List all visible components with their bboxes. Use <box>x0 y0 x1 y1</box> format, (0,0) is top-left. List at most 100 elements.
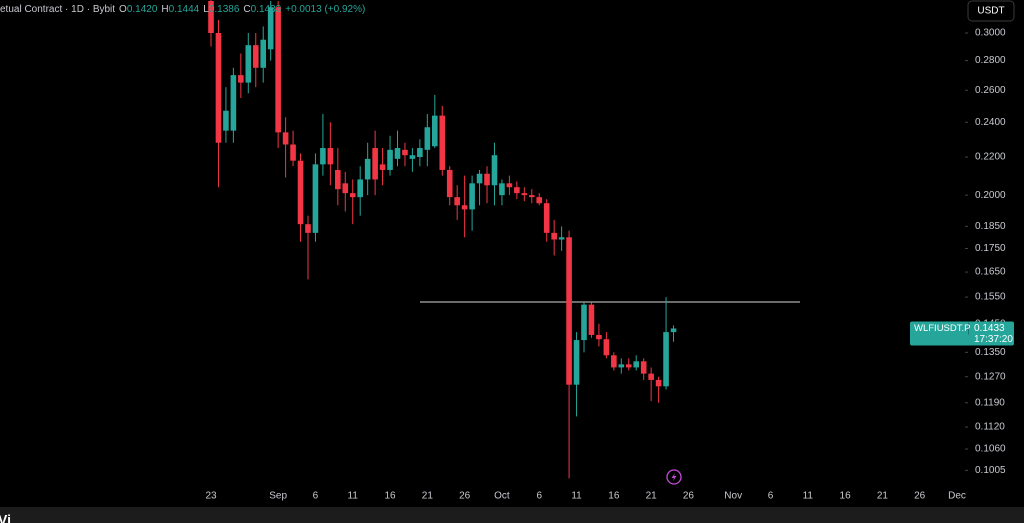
x-tick-label: 26 <box>683 491 695 502</box>
candle-body <box>342 183 349 194</box>
x-tick-label: Nov <box>724 491 742 502</box>
plot-area <box>208 0 800 479</box>
currency-label[interactable]: USDT <box>977 6 1004 17</box>
candle-body <box>357 179 363 198</box>
x-tick-label: 21 <box>877 491 889 502</box>
x-tick-label: 6 <box>536 491 542 502</box>
candle-body <box>521 193 528 196</box>
candle-body <box>581 304 587 341</box>
price-tag-divider <box>968 322 969 335</box>
candle-body <box>290 144 296 161</box>
candle-body <box>476 173 483 184</box>
candle-body <box>543 203 550 233</box>
candle-body <box>663 332 669 387</box>
candle-body <box>312 164 319 233</box>
candle-body <box>551 232 557 240</box>
y-tick-label: 0.1550 <box>975 292 1006 303</box>
currency-button[interactable] <box>967 0 1015 22</box>
header-close: 0.1433 <box>251 4 282 15</box>
symbol-label: WLFIUSDT.P <box>914 323 970 334</box>
y-tick-label: 0.2400 <box>975 117 1006 128</box>
candle-body <box>208 0 214 33</box>
candle-body <box>484 173 490 186</box>
candle-body <box>588 304 595 335</box>
candle-body <box>379 164 386 170</box>
price-tag <box>910 321 1014 346</box>
x-tick-label: 11 <box>803 491 814 502</box>
candle-body <box>528 195 535 198</box>
candle-body <box>655 379 662 387</box>
candle-body <box>536 197 543 204</box>
footer-text: Vi <box>0 512 11 523</box>
y-tick-label: 0.2600 <box>975 85 1006 96</box>
candle-body <box>633 361 640 368</box>
candle-body <box>648 373 654 380</box>
candle-body <box>596 334 602 340</box>
y-tick-label: 0.1850 <box>975 221 1006 232</box>
x-tick-label: Dec <box>948 491 966 502</box>
candle-body <box>514 187 520 194</box>
header-high-label: H <box>161 4 168 15</box>
x-tick-label: 26 <box>914 491 926 502</box>
candle-body <box>349 193 356 198</box>
candle-body <box>469 183 475 210</box>
x-tick-label: 16 <box>384 491 396 502</box>
candle-body <box>454 197 460 206</box>
last-price-label: 0.1433 <box>974 323 1005 334</box>
header: etual Contract · 1D · Bybit O0.1420 H0.144… <box>0 4 365 15</box>
header-open: 0.1420 <box>127 4 158 15</box>
x-tick-label: 16 <box>608 491 620 502</box>
candle-body <box>670 328 677 333</box>
x-tick-label: 21 <box>422 491 434 502</box>
candle-body <box>432 115 438 147</box>
header-open-label: O <box>119 4 127 15</box>
candle-body <box>506 183 513 188</box>
candle-body <box>327 148 334 165</box>
candle-body <box>275 7 281 133</box>
x-tick-label: 6 <box>768 491 774 502</box>
header-symbol: etual Contract · 1D · Bybit <box>0 4 115 15</box>
candle-body <box>640 361 647 374</box>
candle-body <box>558 237 565 240</box>
y-tick-label: 0.3000 <box>975 28 1006 39</box>
y-tick-label: 0.1120 <box>975 422 1005 433</box>
candle-body <box>238 75 244 83</box>
header-low-label: L <box>203 4 209 15</box>
y-tick-label: 0.1190 <box>975 397 1005 408</box>
candle-body <box>499 183 505 196</box>
candle-body <box>252 45 259 68</box>
candle-body <box>461 205 468 210</box>
x-tick-label: 16 <box>840 491 852 502</box>
candle-body <box>372 148 378 180</box>
y-tick-label: 0.1650 <box>975 267 1006 278</box>
candle-body <box>439 115 446 170</box>
event-icon[interactable] <box>666 469 682 485</box>
candle-body <box>260 39 267 68</box>
candle-body <box>267 7 274 50</box>
y-tick-label: 0.1270 <box>975 371 1006 382</box>
y-tick-label: 0.1750 <box>975 243 1006 254</box>
y-tick-label: 0.2800 <box>975 55 1006 66</box>
candle-body <box>297 160 304 225</box>
x-tick-label: 6 <box>313 491 319 502</box>
candle-body <box>618 364 625 368</box>
y-tick-label: 0.1060 <box>975 444 1006 455</box>
y-tick-label: 0.1005 <box>975 465 1006 476</box>
overlay: 0.3000 0.2800 0.2600 0.2400 0.2200 0.2000 0.18… <box>205 28 1014 502</box>
candle-body <box>491 155 498 186</box>
header-low: 0.1386 <box>209 4 240 15</box>
candle-body <box>409 155 416 159</box>
candle-body <box>417 148 423 158</box>
x-tick-label: 26 <box>459 491 471 502</box>
x-tick-label: 11 <box>571 491 582 502</box>
candle-body <box>364 158 371 180</box>
x-tick-label: Oct <box>494 491 510 502</box>
y-tick-label: 0.2200 <box>975 152 1006 163</box>
candle-body <box>566 237 572 385</box>
header-change: +0.0013 (+0.92%) <box>285 4 365 15</box>
candle-body <box>245 45 252 83</box>
x-tick-label: 21 <box>646 491 658 502</box>
candle-body <box>573 340 580 385</box>
